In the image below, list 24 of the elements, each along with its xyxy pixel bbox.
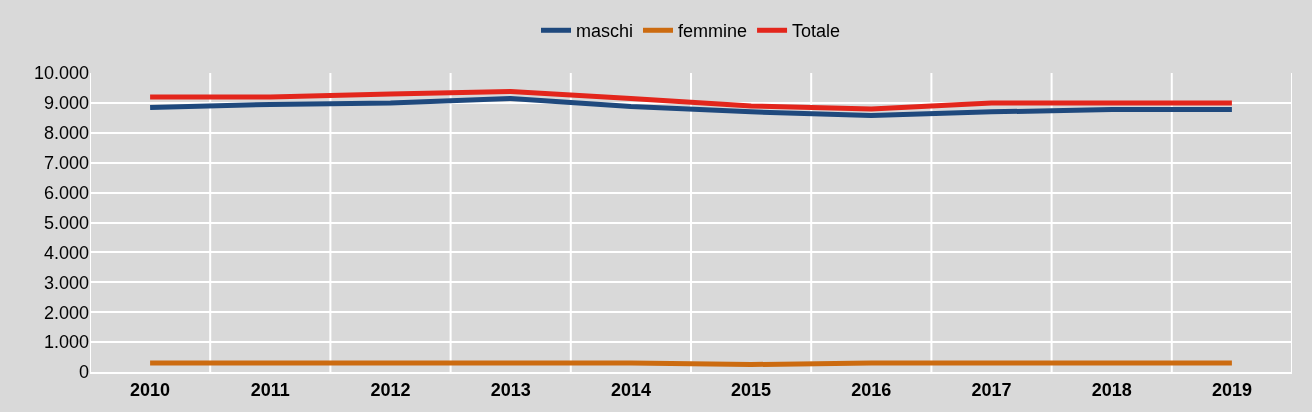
x-tick-label: 2017 [971, 379, 1012, 400]
y-tick-label: 9.000 [43, 93, 89, 114]
x-tick-label: 2019 [1211, 379, 1252, 400]
legend-label: Totale [792, 21, 841, 42]
x-tick-label: 2012 [370, 379, 411, 400]
y-tick-label: 5.000 [43, 212, 89, 233]
x-tick-label: 2013 [490, 379, 531, 400]
x-tick-label: 2016 [851, 379, 892, 400]
x-tick-label: 2010 [130, 379, 171, 400]
legend-label: maschi [576, 21, 634, 42]
x-tick-label: 2018 [1091, 379, 1132, 400]
y-tick-label: 0 [78, 362, 89, 383]
y-tick-label: 8.000 [43, 123, 89, 144]
y-tick-label: 4.000 [43, 242, 89, 263]
y-tick-label: 10.000 [33, 63, 89, 84]
y-tick-label: 2.000 [43, 302, 89, 323]
x-tick-label: 2015 [731, 379, 772, 400]
y-tick-label: 7.000 [43, 153, 89, 173]
legend-label: femmine [678, 21, 748, 42]
y-tick-label: 6.000 [43, 182, 89, 203]
x-tick-label: 2011 [250, 379, 290, 400]
y-tick-label: 1.000 [43, 332, 89, 353]
x-tick-label: 2014 [610, 379, 651, 400]
y-tick-label: 3.000 [43, 272, 89, 293]
